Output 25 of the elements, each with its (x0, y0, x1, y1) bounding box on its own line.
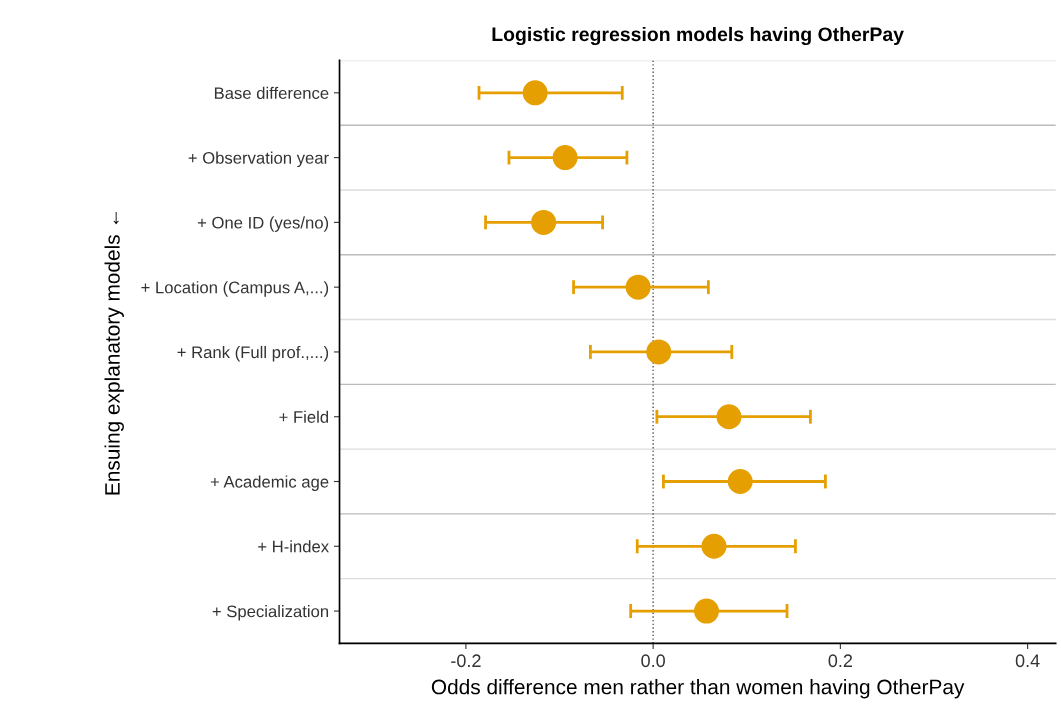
point (694, 598, 720, 624)
y-tick-label: + Location (Campus A,...) (141, 281, 329, 297)
y-tick-label: + Observation year (188, 151, 329, 168)
x-tick-label: -0.2 (451, 654, 481, 668)
y-tick-label: + Academic age (210, 475, 329, 491)
chart-title: Logistic regression models having OtherPay (492, 26, 904, 46)
y-tick-label: + Rank (Full prof.,...) (177, 345, 329, 362)
point (531, 209, 557, 235)
point (552, 145, 578, 171)
point (701, 533, 727, 559)
point (625, 274, 651, 300)
y-tick-label: + Field (279, 410, 329, 423)
point (646, 339, 672, 365)
point (522, 80, 548, 106)
x-tick-label: 0.4 (1015, 654, 1040, 668)
x-tick-label: 0.0 (641, 654, 665, 668)
x-axis-title: Odds difference men rather than women having OtherPay (431, 679, 965, 699)
point (727, 469, 753, 495)
y-tick-label: Base difference (214, 86, 329, 100)
y-axis-title: Ensuing explanatory models ← (104, 212, 124, 495)
y-tick-label: + H-index (258, 540, 329, 553)
y-tick-label: + One ID (yes/no) (197, 216, 329, 232)
x-tick-label: 0.2 (828, 654, 853, 668)
y-tick-label: + Specialization (212, 605, 329, 621)
point (716, 404, 742, 430)
